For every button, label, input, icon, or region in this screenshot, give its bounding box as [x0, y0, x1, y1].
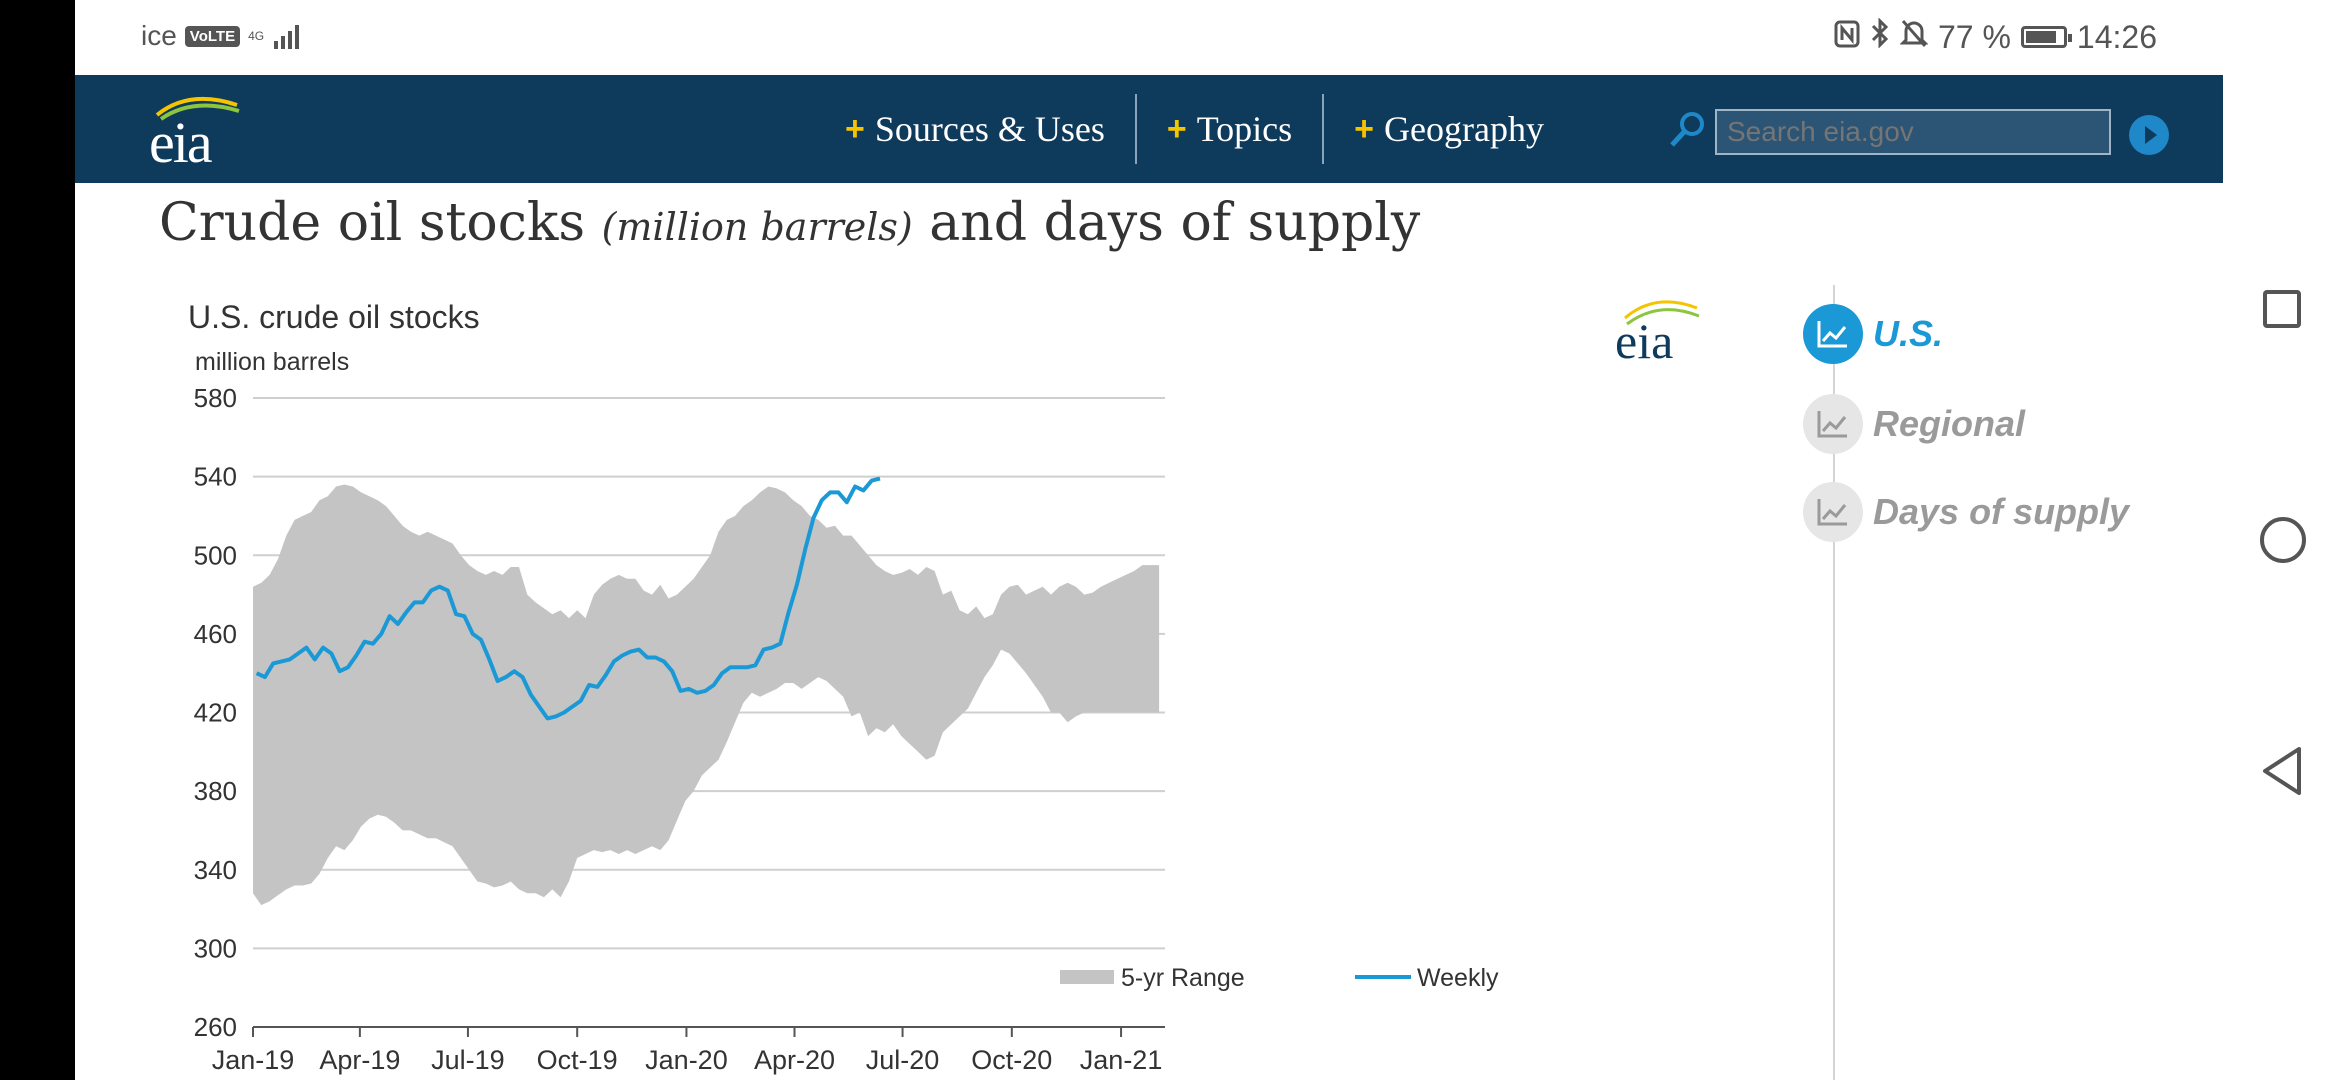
- browser-page: ice VoLTE 4G 77 % 14:26: [75, 0, 2223, 1080]
- x-tick-label: Jul-20: [866, 1045, 940, 1075]
- x-tick-label: Apr-20: [754, 1045, 835, 1075]
- site-header: eia + Sources & Uses + Topics + Geograph…: [75, 75, 2223, 183]
- left-bezel: [0, 0, 75, 1080]
- nav-label: Geography: [1384, 109, 1544, 149]
- tab-regional[interactable]: Regional: [1803, 393, 2025, 455]
- logo-text: eia: [149, 110, 213, 175]
- tab-us[interactable]: U.S.: [1803, 303, 1943, 365]
- crude-stocks-chart: U.S. crude oil stocks million barrels ei…: [188, 299, 1700, 1075]
- tab-label: Regional: [1873, 403, 2026, 444]
- x-tick-label: Jan-19: [212, 1045, 295, 1075]
- search-icon[interactable]: [1668, 109, 1708, 149]
- plus-icon: +: [845, 109, 865, 148]
- y-tick-label: 300: [194, 933, 237, 963]
- home-button[interactable]: [2260, 517, 2306, 563]
- x-tick-label: Jul-19: [431, 1045, 505, 1075]
- network-type: 4G: [248, 29, 265, 43]
- chart-logo-text: eia: [1615, 313, 1673, 369]
- y-tick-label: 500: [194, 540, 237, 570]
- mute-bell-icon: [1899, 18, 1929, 56]
- eia-logo[interactable]: eia: [149, 93, 249, 175]
- page-title: Crude oil stocks (million barrels) and d…: [159, 193, 1420, 253]
- tab-label: U.S.: [1873, 313, 1944, 354]
- weekly-series-line: [255, 476, 881, 721]
- chart-eia-logo: eia: [1615, 300, 1700, 369]
- tab-label: Days of supply: [1873, 491, 2130, 532]
- title-main: Crude oil stocks: [159, 193, 586, 253]
- bluetooth-icon: [1870, 17, 1890, 56]
- recent-apps-button[interactable]: [2263, 290, 2301, 328]
- main-nav: + Sources & Uses + Topics + Geography: [815, 75, 1574, 183]
- battery-icon: [2020, 26, 2072, 48]
- y-axis-label: million barrels: [195, 348, 349, 376]
- clock: 14:26: [2076, 18, 2157, 55]
- plus-icon: +: [1166, 109, 1187, 148]
- nav-sources-uses[interactable]: + Sources & Uses: [815, 94, 1135, 164]
- status-left: ice VoLTE 4G: [141, 20, 300, 52]
- chart-selector-panel: U.S. Regional Days of supply: [1803, 285, 2183, 1080]
- carrier-label: ice: [141, 20, 177, 51]
- y-tick-label: 380: [194, 776, 237, 806]
- range-band: [253, 484, 1160, 906]
- legend-swatch-range: [1060, 970, 1114, 984]
- status-right: 77 % 14:26: [1834, 17, 2157, 56]
- y-tick-label: 340: [194, 855, 237, 885]
- y-tick-label: 540: [194, 462, 237, 492]
- y-tick-label: 420: [194, 698, 237, 728]
- line-chart-icon: [1803, 304, 1863, 364]
- x-tick-label: Jan-21: [1080, 1045, 1163, 1075]
- logo-swoosh-icon: [155, 96, 240, 121]
- nfc-icon: [1834, 19, 1860, 56]
- plus-icon: +: [1354, 109, 1375, 148]
- nav-topics[interactable]: + Topics: [1134, 94, 1322, 164]
- search-submit-button[interactable]: [2129, 115, 2169, 155]
- y-tick-label: 580: [194, 383, 237, 413]
- title-rest: and days of supply: [929, 193, 1421, 253]
- nav-geography[interactable]: + Geography: [1322, 94, 1574, 164]
- y-tick-label: 260: [194, 1012, 237, 1042]
- line-chart-icon: [1803, 394, 1863, 454]
- legend-label-weekly: Weekly: [1417, 964, 1499, 992]
- signal-icon: [274, 23, 300, 49]
- x-tick-label: Apr-19: [319, 1045, 400, 1075]
- panel-divider: [1833, 285, 1835, 1080]
- chart-legend: 5-yr Range Weekly: [1060, 964, 1499, 992]
- y-tick-label: 460: [194, 619, 237, 649]
- tab-days-of-supply[interactable]: Days of supply: [1803, 481, 2129, 543]
- nav-label: Topics: [1196, 109, 1293, 149]
- title-unit: (million barrels): [601, 205, 913, 249]
- legend-label-range: 5-yr Range: [1121, 964, 1245, 992]
- line-chart-icon: [1803, 482, 1863, 542]
- search-input[interactable]: [1715, 109, 2111, 155]
- status-bar: ice VoLTE 4G 77 % 14:26: [75, 0, 2223, 75]
- x-tick-label: Oct-19: [537, 1045, 618, 1075]
- x-tick-label: Oct-20: [971, 1045, 1052, 1075]
- x-tick-label: Jan-20: [645, 1045, 728, 1075]
- back-button[interactable]: [2259, 745, 2305, 797]
- chart-title: U.S. crude oil stocks: [188, 299, 480, 335]
- android-nav-bar: [2223, 0, 2340, 1080]
- volte-badge: VoLTE: [184, 25, 241, 47]
- nav-label: Sources & Uses: [874, 109, 1105, 149]
- battery-percent: 77 %: [1937, 18, 2011, 55]
